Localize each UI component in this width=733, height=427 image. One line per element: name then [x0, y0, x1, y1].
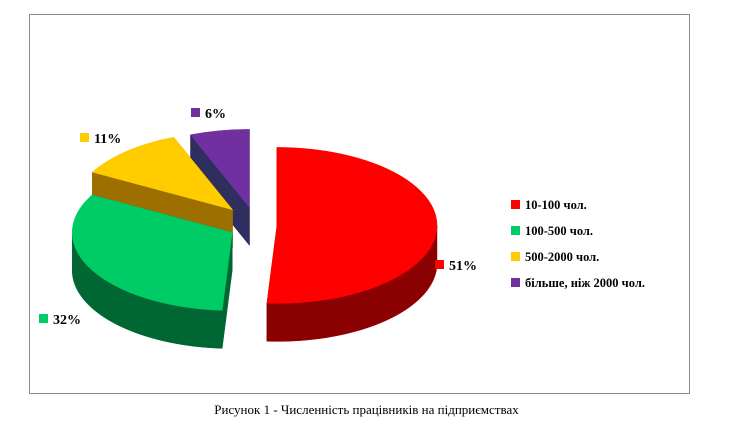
data-label-marker	[191, 108, 200, 117]
legend-label: 500-2000 чол.	[525, 250, 599, 264]
slice-top-3	[190, 129, 250, 209]
legend-item-0: 10-100 чол.	[511, 198, 587, 212]
slice-top-1	[71, 194, 233, 311]
legend-item-1: 100-500 чол.	[511, 224, 593, 238]
legend: 10-100 чол. 100-500 чол. 500-2000 чол. біль…	[511, 198, 645, 290]
legend-swatch	[511, 200, 520, 209]
legend-swatch	[511, 252, 520, 261]
data-labels: 51% 32% 11% 6%	[39, 107, 477, 328]
legend-label: 10-100 чол.	[525, 198, 587, 212]
pie-slices	[71, 129, 438, 349]
pie-slice-0	[266, 147, 438, 342]
legend-swatch	[511, 278, 520, 287]
data-label-text: 51%	[449, 259, 477, 274]
pie-slice-3	[190, 129, 250, 247]
data-label-2: 11%	[80, 132, 121, 147]
legend-label: більше, ніж 2000 чол.	[525, 276, 645, 290]
figure-caption: Рисунок 1 - Численність працівників на п…	[214, 402, 519, 417]
data-label-0: 51%	[435, 259, 477, 274]
data-label-1: 32%	[39, 313, 81, 328]
data-label-text: 6%	[205, 107, 226, 122]
slice-top-2	[91, 136, 234, 211]
legend-label: 100-500 чол.	[525, 224, 593, 238]
data-label-marker	[435, 260, 444, 269]
data-label-text: 32%	[53, 313, 81, 328]
legend-item-2: 500-2000 чол.	[511, 250, 599, 264]
legend-swatch	[511, 226, 520, 235]
pie-slice-1	[71, 194, 233, 349]
data-label-3: 6%	[191, 107, 226, 122]
slice-top-0	[266, 147, 438, 304]
data-label-text: 11%	[94, 132, 121, 147]
legend-item-3: більше, ніж 2000 чол.	[511, 276, 645, 290]
data-label-marker	[80, 133, 89, 142]
data-label-marker	[39, 314, 48, 323]
